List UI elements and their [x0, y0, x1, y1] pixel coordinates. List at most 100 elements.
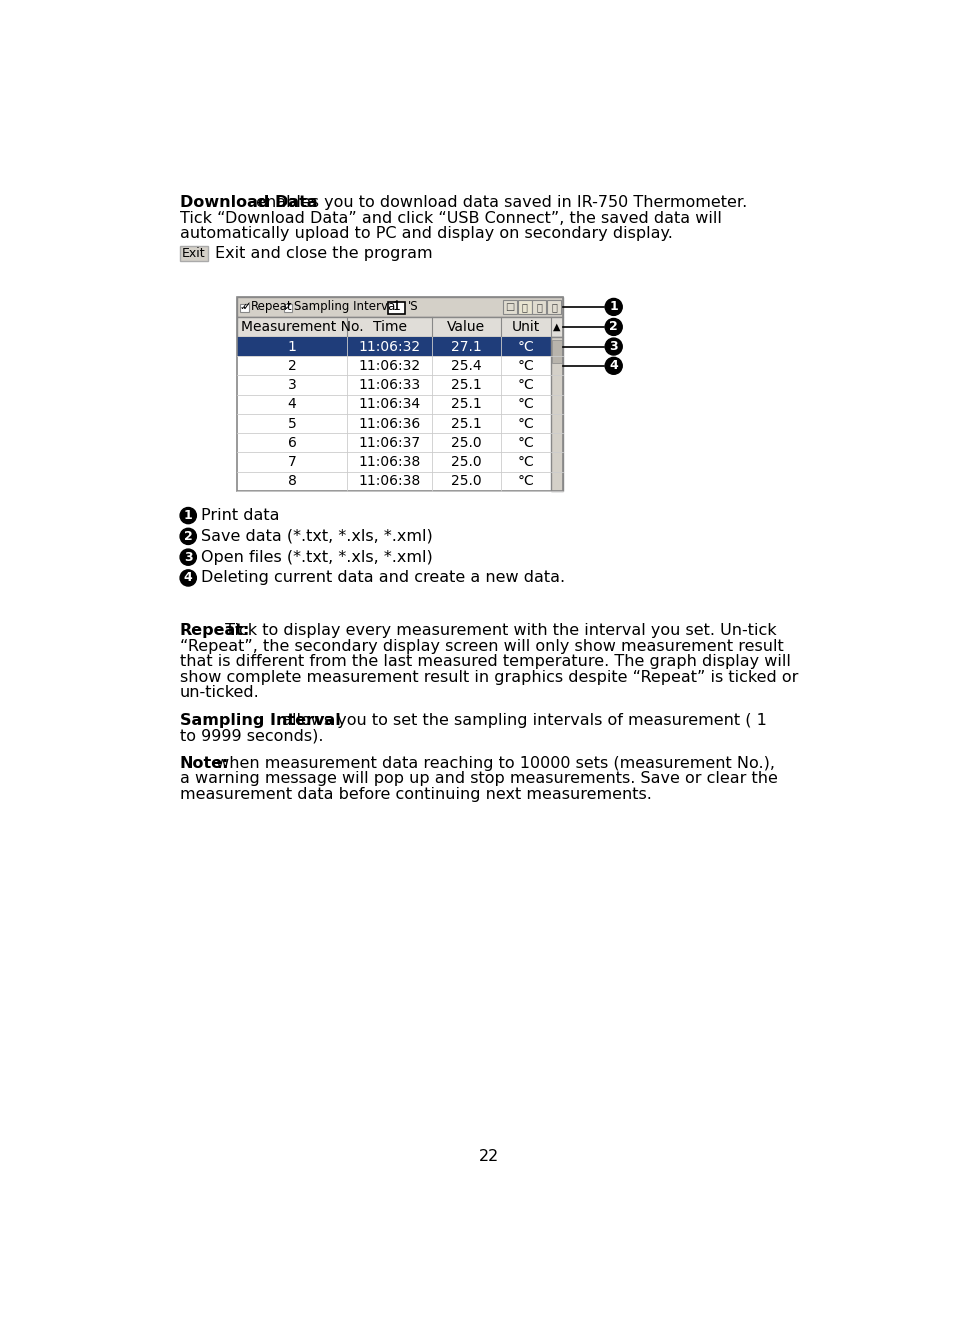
Text: 1: 1	[184, 509, 193, 522]
Text: 25.0: 25.0	[451, 436, 481, 450]
Text: 11:06:32: 11:06:32	[358, 340, 420, 353]
Text: 📂: 📂	[521, 302, 527, 312]
Text: °C: °C	[517, 474, 534, 489]
Text: 25.1: 25.1	[451, 417, 481, 430]
Text: a warning message will pop up and stop measurements. Save or clear the: a warning message will pop up and stop m…	[179, 771, 777, 786]
Circle shape	[604, 338, 621, 356]
Text: 1: 1	[393, 301, 400, 313]
Text: Sampling Interval: Sampling Interval	[294, 301, 398, 313]
Text: show complete measurement result in graphics despite “Repeat” is ticked or: show complete measurement result in grap…	[179, 670, 798, 685]
Text: when measurement data reaching to 10000 sets (measurement No.),: when measurement data reaching to 10000 …	[211, 755, 774, 771]
Bar	[236, 376, 562, 394]
Text: °C: °C	[517, 378, 534, 392]
Text: allows you to set the sampling intervals of measurement ( 1: allows you to set the sampling intervals…	[276, 713, 765, 727]
Text: Save data (*.txt, *.xls, *.xml): Save data (*.txt, *.xls, *.xml)	[201, 529, 433, 543]
Text: Tick to display every measurement with the interval you set. Un-tick: Tick to display every measurement with t…	[220, 623, 776, 638]
Text: ▲: ▲	[553, 322, 560, 332]
FancyBboxPatch shape	[179, 246, 208, 261]
Text: Tick “Download Data” and click “USB Connect”, the saved data will: Tick “Download Data” and click “USB Conn…	[179, 210, 720, 225]
Bar	[532, 300, 546, 314]
Text: 11:06:36: 11:06:36	[358, 417, 420, 430]
Bar	[550, 337, 562, 492]
Text: Exit and close the program: Exit and close the program	[215, 246, 433, 261]
Text: 25.4: 25.4	[451, 358, 481, 373]
Text: measurement data before continuing next measurements.: measurement data before continuing next …	[179, 787, 651, 802]
Text: °C: °C	[517, 358, 534, 373]
Text: 3: 3	[288, 378, 296, 392]
Text: ✓: ✓	[240, 302, 248, 312]
Circle shape	[180, 507, 196, 523]
Text: Download Data: Download Data	[179, 196, 317, 210]
Bar	[236, 472, 562, 492]
Bar	[546, 300, 560, 314]
Bar	[517, 300, 531, 314]
Bar	[236, 297, 562, 317]
Text: °C: °C	[517, 397, 534, 412]
Text: un-ticked.: un-ticked.	[179, 685, 259, 701]
Text: “Repeat”, the secondary display screen will only show measurement result: “Repeat”, the secondary display screen w…	[179, 639, 782, 654]
Bar	[283, 304, 292, 312]
Bar	[388, 301, 405, 314]
Text: Note:: Note:	[179, 755, 229, 771]
Bar	[236, 433, 562, 453]
Text: 🖨: 🖨	[551, 302, 557, 312]
Text: 11:06:34: 11:06:34	[358, 397, 420, 412]
Bar	[236, 356, 562, 376]
Text: ✓: ✓	[283, 302, 292, 312]
Text: 11:06:38: 11:06:38	[358, 474, 420, 489]
Text: 'S: 'S	[408, 301, 418, 313]
Text: Sampling Interval: Sampling Interval	[179, 713, 340, 727]
Text: enables you to download data saved in IR-750 Thermometer.: enables you to download data saved in IR…	[251, 196, 746, 210]
Text: °C: °C	[517, 417, 534, 430]
Text: 2: 2	[609, 321, 618, 333]
Circle shape	[180, 549, 196, 565]
Text: °C: °C	[517, 340, 534, 353]
Text: 3: 3	[184, 550, 193, 563]
Text: 25.1: 25.1	[451, 397, 481, 412]
Text: 1: 1	[288, 340, 296, 353]
Text: 5: 5	[288, 417, 296, 430]
Bar	[236, 337, 562, 356]
Text: that is different from the last measured temperature. The graph display will: that is different from the last measured…	[179, 654, 790, 669]
Text: 27.1: 27.1	[451, 340, 481, 353]
Text: 22: 22	[478, 1150, 498, 1164]
Text: Value: Value	[447, 320, 485, 334]
Text: Repeat:: Repeat:	[179, 623, 250, 638]
Bar	[236, 317, 562, 337]
Text: Measurement No.: Measurement No.	[241, 320, 363, 334]
Text: Unit: Unit	[511, 320, 539, 334]
Bar	[240, 304, 249, 312]
Text: automatically upload to PC and display on secondary display.: automatically upload to PC and display o…	[179, 226, 672, 241]
Bar	[502, 300, 517, 314]
Circle shape	[604, 357, 621, 374]
Bar	[236, 414, 562, 433]
Text: 4: 4	[609, 360, 618, 373]
Text: 11:06:33: 11:06:33	[358, 378, 420, 392]
Text: 1: 1	[609, 301, 618, 313]
Text: 6: 6	[288, 436, 296, 450]
Bar	[552, 340, 561, 364]
Text: 💾: 💾	[536, 302, 541, 312]
Text: Open files (*.txt, *.xls, *.xml): Open files (*.txt, *.xls, *.xml)	[201, 550, 433, 565]
Text: Exit: Exit	[182, 248, 205, 260]
Text: Repeat: Repeat	[251, 301, 293, 313]
Text: ✓: ✓	[241, 301, 251, 313]
Bar	[236, 297, 562, 492]
Text: 11:06:32: 11:06:32	[358, 358, 420, 373]
Bar	[236, 394, 562, 414]
Text: 4: 4	[288, 397, 296, 412]
Text: 3: 3	[609, 340, 618, 353]
Text: to 9999 seconds).: to 9999 seconds).	[179, 729, 323, 743]
Text: °C: °C	[517, 456, 534, 469]
Text: 8: 8	[288, 474, 296, 489]
Text: 2: 2	[288, 358, 296, 373]
Circle shape	[180, 570, 196, 586]
Text: 25.0: 25.0	[451, 474, 481, 489]
Circle shape	[604, 318, 621, 336]
Text: Print data: Print data	[201, 507, 279, 523]
Text: 25.0: 25.0	[451, 456, 481, 469]
Text: 11:06:37: 11:06:37	[358, 436, 420, 450]
Text: 11:06:38: 11:06:38	[358, 456, 420, 469]
Text: 4: 4	[184, 571, 193, 585]
Text: °C: °C	[517, 436, 534, 450]
